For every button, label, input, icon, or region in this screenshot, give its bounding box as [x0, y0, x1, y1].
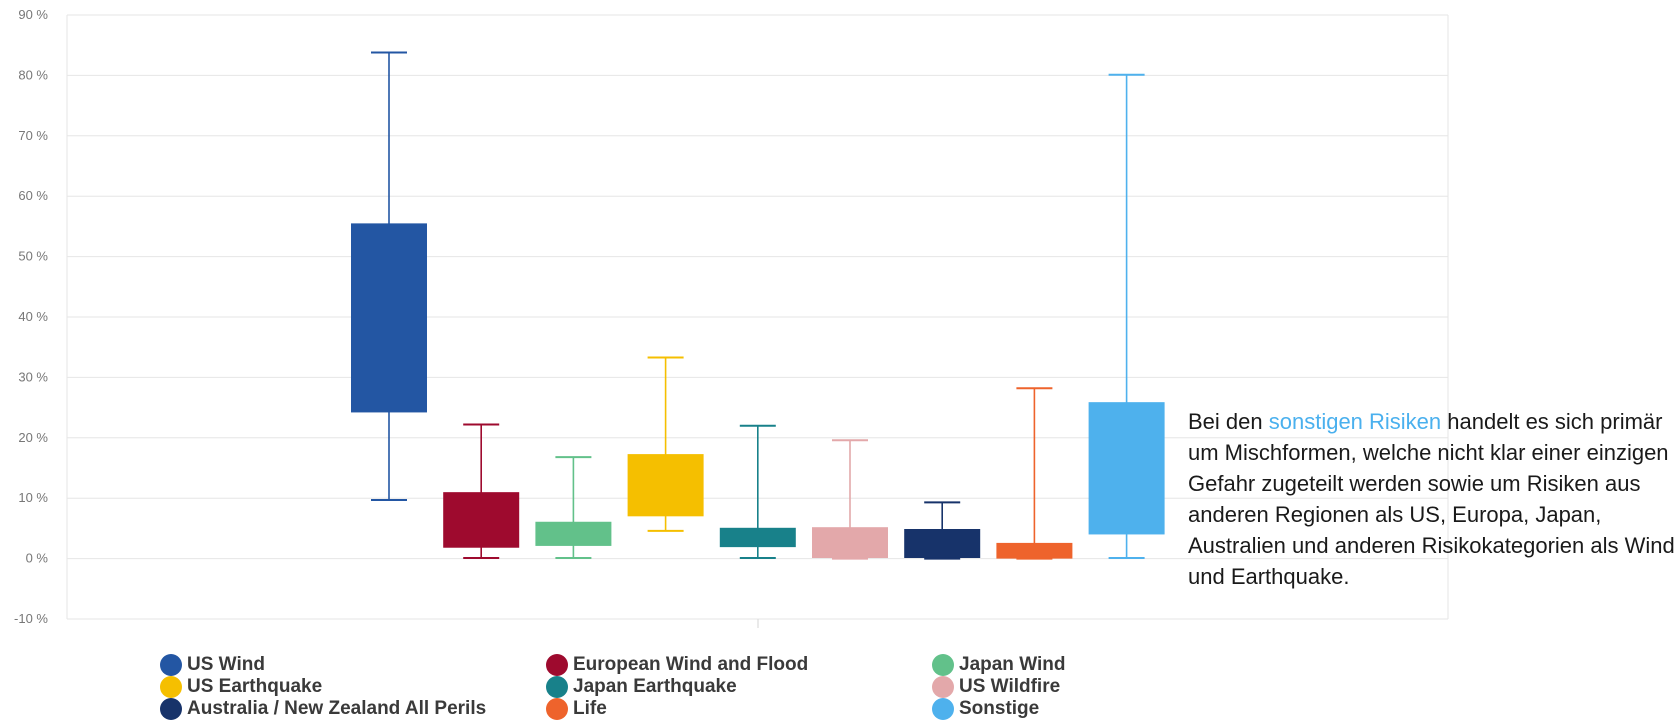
legend-label: Japan Wind [959, 654, 1066, 675]
legend-item: Sonstige [932, 698, 1039, 720]
box-body [719, 527, 796, 548]
legend-item: Japan Earthquake [546, 676, 737, 698]
legend-item: European Wind and Flood [546, 654, 808, 676]
box-us-wildfire [812, 439, 888, 560]
annotation-suffix: handelt es sich primär um Mischformen, w… [1188, 409, 1675, 589]
grid-lines [66, 14, 1449, 628]
y-tick-label: 40 % [18, 309, 48, 324]
box-body [904, 529, 981, 558]
y-tick-label: 80 % [18, 67, 48, 82]
y-tick-label: 90 % [18, 7, 48, 22]
legend-swatch [160, 676, 182, 698]
box-body [443, 492, 520, 548]
y-tick-label: 50 % [18, 249, 48, 264]
legend-label: US Earthquake [187, 676, 323, 697]
box-body [1088, 402, 1165, 535]
legend-item: US Wind [160, 654, 265, 676]
legend-item: Japan Wind [932, 654, 1065, 676]
box-sonstige [1088, 73, 1165, 559]
annotation-highlight: sonstigen Risiken [1268, 409, 1442, 434]
y-tick-label: 30 % [18, 369, 48, 384]
box-body [812, 527, 888, 558]
legend-swatch [546, 698, 568, 720]
box-series [351, 51, 1165, 560]
box-body [627, 454, 704, 517]
legend-label: Life [573, 698, 607, 719]
legend-swatch [546, 654, 568, 676]
annotation-prefix: Bei den [1188, 409, 1269, 434]
box-european-wind-and-flood [443, 423, 520, 559]
box-body [996, 542, 1073, 559]
legend-label: European Wind and Flood [573, 654, 809, 675]
legend-swatch [932, 654, 954, 676]
box-us-wind [351, 51, 427, 502]
legend-swatch [932, 698, 954, 720]
box-body [351, 223, 427, 413]
box-japan-earthquake [719, 424, 796, 559]
legend-swatch [932, 676, 954, 698]
legend-label: Sonstige [959, 698, 1040, 719]
y-tick-label: 20 % [18, 430, 48, 445]
y-tick-label: 0 % [26, 551, 49, 566]
box-us-earthquake [627, 356, 704, 532]
box-australia-new-zealand-all-perils [904, 501, 981, 560]
legend-label: US Wind [187, 654, 265, 675]
annotation-text: Bei den sonstigen Risiken handelt es sic… [1188, 406, 1678, 592]
box-body [535, 521, 612, 546]
legend-item: US Earthquake [160, 676, 322, 698]
y-tick-label: 70 % [18, 128, 48, 143]
legend-swatch [546, 676, 568, 698]
legend-label: Japan Earthquake [573, 676, 737, 697]
y-tick-label: 10 % [18, 490, 48, 505]
legend-swatch [160, 698, 182, 720]
legend-label: Australia / New Zealand All Perils [187, 698, 487, 719]
chart-legend: US Wind European Wind and Flood Japan Wind… [160, 654, 1160, 720]
box-japan-wind [535, 456, 612, 559]
box-life [996, 387, 1073, 560]
legend-item: Life [546, 698, 607, 720]
legend-swatch [160, 654, 182, 676]
y-tick-label: -10 % [14, 611, 48, 626]
y-axis-labels: -10 % 0 % 10 % 20 % 30 % 40 % 50 % 60 % 70 % 80 %… [14, 7, 48, 626]
legend-label: US Wildfire [959, 676, 1061, 697]
legend-item: Australia / New Zealand All Perils [160, 698, 486, 720]
y-tick-label: 60 % [18, 188, 48, 203]
legend-item: US Wildfire [932, 676, 1060, 698]
